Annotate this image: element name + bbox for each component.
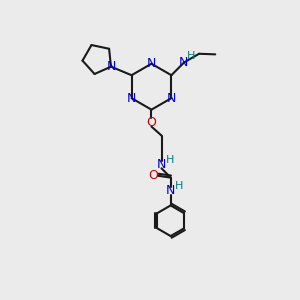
Text: N: N	[157, 158, 166, 171]
Text: H: H	[187, 51, 195, 61]
Text: O: O	[146, 116, 156, 129]
Text: H: H	[166, 155, 174, 165]
Text: O: O	[148, 169, 158, 182]
Text: N: N	[147, 57, 156, 70]
Text: H: H	[175, 181, 183, 191]
Text: N: N	[106, 60, 116, 73]
Text: N: N	[166, 184, 175, 197]
Text: N: N	[178, 56, 188, 68]
Text: N: N	[127, 92, 136, 105]
Text: N: N	[167, 92, 176, 105]
